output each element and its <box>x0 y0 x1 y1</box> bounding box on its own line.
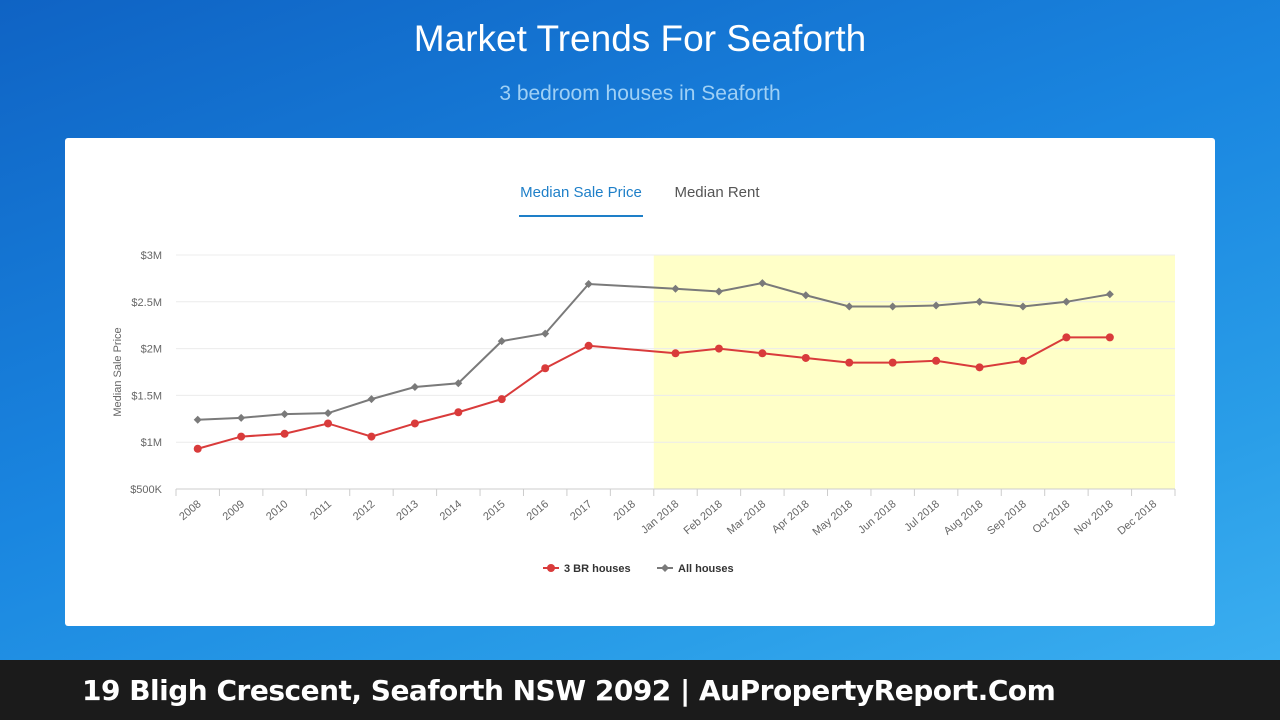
data-point <box>932 356 941 365</box>
x-tick-label: 2018 <box>612 498 638 523</box>
data-point <box>888 302 897 311</box>
x-tick-label: 2016 <box>525 498 551 523</box>
data-point <box>801 353 810 362</box>
data-point <box>193 415 202 424</box>
data-point <box>367 395 376 404</box>
footer-bar: 19 Bligh Crescent, Seaforth NSW 2092 | A… <box>0 660 1280 720</box>
x-tick-label: Oct 2018 <box>1030 498 1072 536</box>
x-tick-label: 2013 <box>394 498 420 523</box>
x-tick-label: Jun 2018 <box>856 498 898 536</box>
data-point <box>801 291 810 300</box>
data-point <box>541 329 550 338</box>
data-point <box>324 419 333 428</box>
y-tick-label: $500K <box>130 484 162 496</box>
data-point <box>1018 356 1027 365</box>
x-tick-label: May 2018 <box>810 498 855 538</box>
legend-marker <box>661 564 669 572</box>
data-point <box>454 379 463 388</box>
x-tick-label: Mar 2018 <box>725 498 768 537</box>
data-point <box>584 280 593 289</box>
page-title: Market Trends For Seaforth <box>413 18 867 59</box>
x-tick-label: 2012 <box>351 498 377 523</box>
data-point <box>932 301 941 310</box>
data-point <box>714 344 723 353</box>
legend-marker <box>547 564 555 572</box>
data-point <box>671 284 680 293</box>
tab-median-rent[interactable]: Median Rent <box>674 184 760 201</box>
y-tick-label: $1M <box>141 437 162 449</box>
x-tick-label: Aug 2018 <box>942 498 986 537</box>
data-point <box>410 419 419 428</box>
data-point <box>714 287 723 296</box>
x-tick-label: 2015 <box>481 498 507 523</box>
data-point <box>237 432 246 441</box>
data-point <box>324 409 333 418</box>
x-tick-label: Apr 2018 <box>770 498 812 536</box>
x-tick-label: 2014 <box>438 498 464 523</box>
data-point <box>975 363 984 372</box>
footer-text: 19 Bligh Crescent, Seaforth NSW 2092 | A… <box>82 674 1056 707</box>
data-point <box>758 349 767 358</box>
data-point <box>584 341 593 350</box>
legend-label: 3 BR houses <box>564 563 631 575</box>
highlight-band <box>653 255 1175 489</box>
data-point <box>497 337 506 346</box>
tab-median-sale-price[interactable]: Median Sale Price <box>519 184 643 217</box>
data-point <box>845 302 854 311</box>
data-point <box>280 429 289 438</box>
data-point <box>454 408 463 417</box>
data-point <box>888 358 897 367</box>
y-tick-label: $2M <box>141 344 162 356</box>
data-point <box>193 444 202 453</box>
data-point <box>975 297 984 306</box>
data-point <box>845 358 854 367</box>
x-tick-label: 2010 <box>264 498 290 523</box>
x-tick-label: Feb 2018 <box>682 498 725 537</box>
page-subtitle: 3 bedroom houses in Seaforth <box>499 82 781 105</box>
data-point <box>1062 297 1071 306</box>
data-point <box>237 413 246 422</box>
x-tick-label: Sep 2018 <box>985 498 1029 537</box>
data-point <box>367 432 376 441</box>
x-tick-label: 2017 <box>568 498 594 523</box>
data-point <box>671 349 680 358</box>
data-point <box>1018 302 1027 311</box>
x-tick-label: Jul 2018 <box>902 498 942 534</box>
data-point <box>497 395 506 404</box>
x-tick-label: 2011 <box>308 498 334 522</box>
x-tick-label: Nov 2018 <box>1072 498 1116 537</box>
chart-card: Median Sale Price Median Rent $500K $1M $1… <box>65 138 1215 626</box>
data-point <box>1105 333 1114 342</box>
y-tick-label: $3M <box>141 250 162 262</box>
data-point <box>541 364 550 373</box>
legend-label: All houses <box>678 563 734 575</box>
data-point <box>410 382 419 391</box>
line-chart: $500K $1M $1.5M $2M $2.5M $3M Median Sale Pric… <box>112 250 1176 575</box>
y-tick-label: $1.5M <box>131 390 162 402</box>
data-point <box>758 279 767 288</box>
x-tick-label: Dec 2018 <box>1115 498 1159 537</box>
data-point <box>280 410 289 419</box>
y-tick-label: $2.5M <box>131 297 162 309</box>
data-point <box>1062 333 1071 342</box>
x-tick-label: 2008 <box>177 498 203 523</box>
y-axis-label: Median Sale Price <box>112 327 124 416</box>
x-tick-label: Jan 2018 <box>639 498 681 536</box>
x-tick-label: 2009 <box>221 498 247 523</box>
data-point <box>1105 290 1114 299</box>
